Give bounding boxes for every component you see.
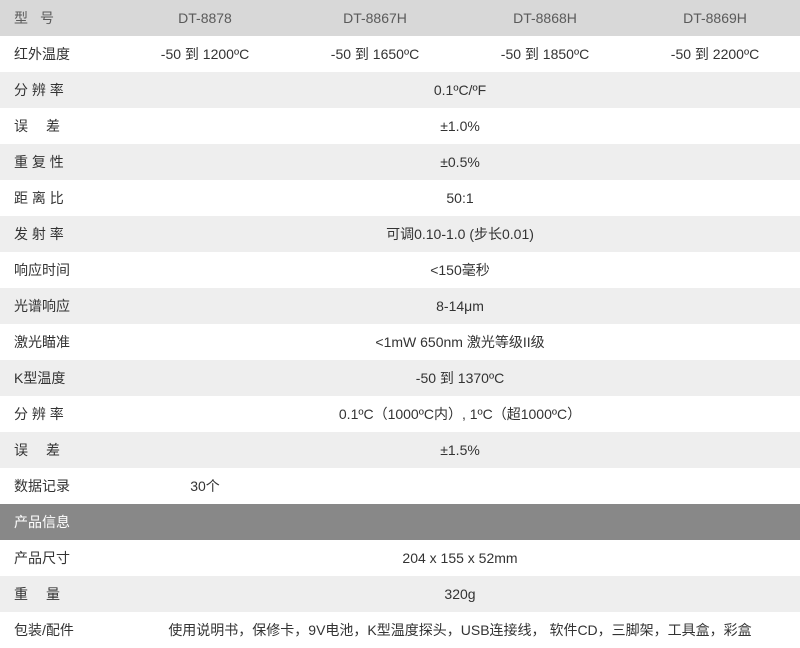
cell-value: -50 到 1650ºC <box>290 36 460 72</box>
cell-value: 50:1 <box>120 180 800 216</box>
row-label: 分 辨 率 <box>0 396 120 432</box>
model-col-2: DT-8868H <box>460 0 630 36</box>
cell-value: -50 到 2200ºC <box>630 36 800 72</box>
cell-value: <150毫秒 <box>120 252 800 288</box>
row-label: 红外温度 <box>0 36 120 72</box>
model-col-3: DT-8869H <box>630 0 800 36</box>
cell-empty <box>630 468 800 504</box>
cell-value: ±1.0% <box>120 108 800 144</box>
cell-value: 0.1ºC/ºF <box>120 72 800 108</box>
model-col-0: DT-8878 <box>120 0 290 36</box>
cell-value: ±0.5% <box>120 144 800 180</box>
table-row: 重量320g <box>0 576 800 612</box>
section-header-row: 产品信息 <box>0 504 800 540</box>
cell-value: 0.1ºC（1000ºC内）, 1ºC（超1000ºC） <box>120 396 800 432</box>
cell-value: -50 到 1370ºC <box>120 360 800 396</box>
row-label: 发 射 率 <box>0 216 120 252</box>
cell-value: 30个 <box>120 468 290 504</box>
cell-value: 320g <box>120 576 800 612</box>
row-label: 分 辨 率 <box>0 72 120 108</box>
row-label: 光谱响应 <box>0 288 120 324</box>
row-label: 响应时间 <box>0 252 120 288</box>
table-row: 红外温度-50 到 1200ºC-50 到 1650ºC-50 到 1850ºC… <box>0 36 800 72</box>
table-row: 重 复 性±0.5% <box>0 144 800 180</box>
table-row: 激光瞄准<1mW 650nm 激光等级II级 <box>0 324 800 360</box>
cell-value: <1mW 650nm 激光等级II级 <box>120 324 800 360</box>
table-row: 发 射 率可调0.10-1.0 (步长0.01) <box>0 216 800 252</box>
row-label: 包装/配件 <box>0 612 120 648</box>
spec-table: 型号 DT-8878 DT-8867H DT-8868H DT-8869H 红外… <box>0 0 800 648</box>
row-label: 产品尺寸 <box>0 540 120 576</box>
row-label: 误差 <box>0 108 120 144</box>
row-label: K型温度 <box>0 360 120 396</box>
spec-table-body: 型号 DT-8878 DT-8867H DT-8868H DT-8869H 红外… <box>0 0 800 648</box>
row-label: 数据记录 <box>0 468 120 504</box>
table-row: 误差±1.0% <box>0 108 800 144</box>
table-row: 距 离 比50:1 <box>0 180 800 216</box>
row-label: 重 复 性 <box>0 144 120 180</box>
row-label: 激光瞄准 <box>0 324 120 360</box>
table-row: 分 辨 率0.1ºC（1000ºC内）, 1ºC（超1000ºC） <box>0 396 800 432</box>
cell-empty <box>290 468 460 504</box>
cell-value: 可调0.10-1.0 (步长0.01) <box>120 216 800 252</box>
cell-value: 204 x 155 x 52mm <box>120 540 800 576</box>
section-header-label: 产品信息 <box>0 504 800 540</box>
cell-empty <box>460 468 630 504</box>
table-header-row: 型号 DT-8878 DT-8867H DT-8868H DT-8869H <box>0 0 800 36</box>
table-row: 产品尺寸204 x 155 x 52mm <box>0 540 800 576</box>
cell-value: -50 到 1200ºC <box>120 36 290 72</box>
row-label: 误差 <box>0 432 120 468</box>
table-row: 光谱响应8-14μm <box>0 288 800 324</box>
table-row: 误差±1.5% <box>0 432 800 468</box>
header-label: 型号 <box>0 0 120 36</box>
table-row: 响应时间<150毫秒 <box>0 252 800 288</box>
table-row: K型温度-50 到 1370ºC <box>0 360 800 396</box>
table-row: 包装/配件使用说明书，保修卡，9V电池，K型温度探头，USB连接线， 软件CD，… <box>0 612 800 648</box>
row-label: 距 离 比 <box>0 180 120 216</box>
cell-value: 使用说明书，保修卡，9V电池，K型温度探头，USB连接线， 软件CD，三脚架，工… <box>120 612 800 648</box>
cell-value: -50 到 1850ºC <box>460 36 630 72</box>
table-row: 分 辨 率0.1ºC/ºF <box>0 72 800 108</box>
model-col-1: DT-8867H <box>290 0 460 36</box>
cell-value: 8-14μm <box>120 288 800 324</box>
cell-value: ±1.5% <box>120 432 800 468</box>
table-row: 数据记录30个 <box>0 468 800 504</box>
row-label: 重量 <box>0 576 120 612</box>
